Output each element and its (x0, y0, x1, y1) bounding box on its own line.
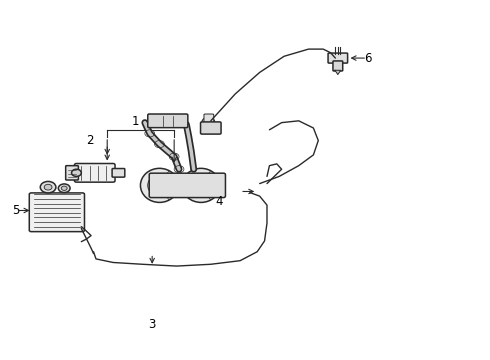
Circle shape (72, 169, 81, 176)
Circle shape (61, 186, 67, 190)
FancyBboxPatch shape (74, 163, 115, 182)
Ellipse shape (189, 175, 213, 196)
Polygon shape (335, 70, 341, 75)
Circle shape (44, 184, 52, 190)
Circle shape (40, 181, 56, 193)
Text: 1: 1 (131, 115, 139, 128)
FancyBboxPatch shape (149, 173, 225, 198)
FancyBboxPatch shape (328, 53, 347, 63)
FancyBboxPatch shape (112, 168, 125, 177)
FancyBboxPatch shape (148, 114, 188, 128)
Text: 5: 5 (12, 204, 19, 217)
Text: 3: 3 (148, 318, 156, 331)
Ellipse shape (148, 175, 171, 196)
FancyBboxPatch shape (204, 114, 214, 123)
FancyBboxPatch shape (333, 61, 343, 71)
FancyBboxPatch shape (29, 193, 84, 231)
Circle shape (58, 184, 70, 193)
Ellipse shape (182, 168, 220, 202)
FancyBboxPatch shape (66, 166, 78, 180)
Ellipse shape (141, 168, 178, 202)
Text: 2: 2 (86, 134, 94, 147)
Text: 4: 4 (216, 195, 223, 208)
FancyBboxPatch shape (200, 122, 221, 134)
Text: 6: 6 (364, 51, 371, 64)
Circle shape (202, 117, 215, 127)
